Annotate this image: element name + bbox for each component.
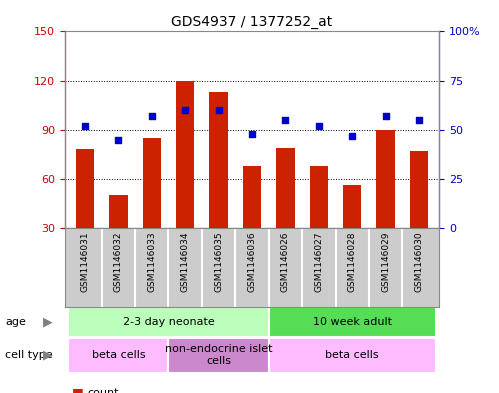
Text: GSM1146028: GSM1146028: [348, 232, 357, 292]
Bar: [76, 149, 94, 228]
Bar: [109, 195, 128, 228]
FancyBboxPatch shape: [169, 338, 268, 373]
Point: [248, 130, 256, 137]
Text: GSM1146029: GSM1146029: [381, 232, 390, 292]
Title: GDS4937 / 1377252_at: GDS4937 / 1377252_at: [171, 15, 333, 29]
Text: 2-3 day neonate: 2-3 day neonate: [123, 317, 215, 327]
Text: age: age: [5, 317, 26, 327]
Text: GSM1146036: GSM1146036: [248, 232, 256, 292]
Point: [81, 123, 89, 129]
Point: [281, 117, 289, 123]
Point: [148, 113, 156, 119]
Text: ■: ■: [72, 386, 84, 393]
FancyBboxPatch shape: [268, 338, 436, 373]
Bar: [343, 185, 361, 228]
Text: beta cells: beta cells: [325, 350, 379, 360]
Text: GSM1146030: GSM1146030: [415, 232, 424, 292]
Text: GSM1146027: GSM1146027: [314, 232, 323, 292]
Point: [114, 136, 122, 143]
Text: ▶: ▶: [42, 315, 52, 329]
Text: GSM1146031: GSM1146031: [80, 232, 89, 292]
Text: GSM1146033: GSM1146033: [147, 232, 156, 292]
Bar: [376, 130, 395, 228]
FancyBboxPatch shape: [268, 307, 436, 336]
Bar: [410, 151, 428, 228]
Text: 10 week adult: 10 week adult: [313, 317, 392, 327]
Point: [415, 117, 423, 123]
Bar: [176, 81, 194, 228]
Bar: [276, 148, 294, 228]
Bar: [210, 92, 228, 228]
Bar: [310, 166, 328, 228]
Text: ▶: ▶: [42, 349, 52, 362]
Bar: [243, 166, 261, 228]
Text: GSM1146026: GSM1146026: [281, 232, 290, 292]
Text: beta cells: beta cells: [91, 350, 145, 360]
Point: [382, 113, 390, 119]
Point: [315, 123, 323, 129]
Text: count: count: [87, 388, 119, 393]
Point: [181, 107, 189, 113]
Point: [215, 107, 223, 113]
Text: GSM1146034: GSM1146034: [181, 232, 190, 292]
Text: GSM1146035: GSM1146035: [214, 232, 223, 292]
FancyBboxPatch shape: [68, 307, 268, 336]
FancyBboxPatch shape: [68, 338, 169, 373]
Point: [348, 132, 356, 139]
Text: GSM1146032: GSM1146032: [114, 232, 123, 292]
Text: non-endocrine islet
cells: non-endocrine islet cells: [165, 345, 272, 366]
Bar: [143, 138, 161, 228]
Text: cell type: cell type: [5, 350, 52, 360]
